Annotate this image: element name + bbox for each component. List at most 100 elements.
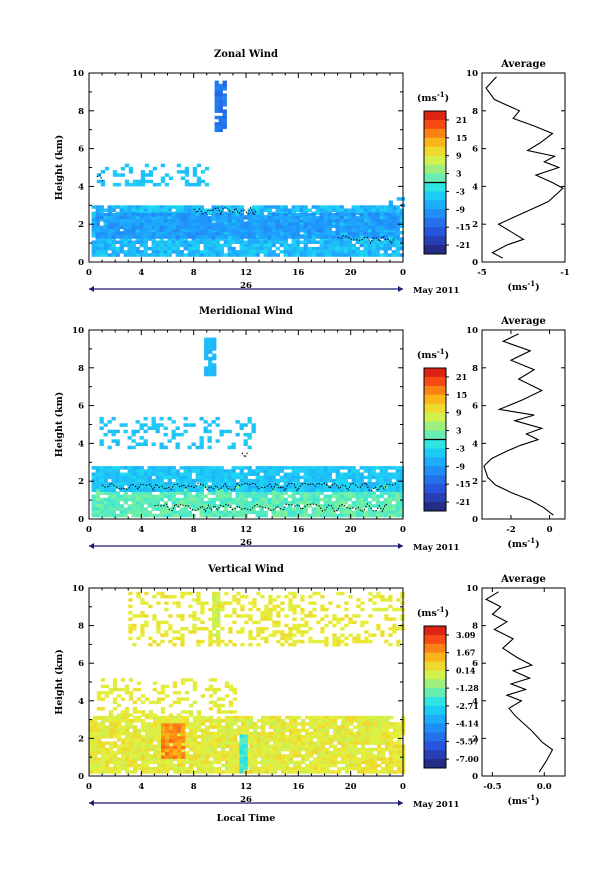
heatmap-cell xyxy=(285,764,289,768)
heatmap-cell xyxy=(260,232,264,236)
heatmap-cell xyxy=(368,469,372,473)
heatmap-cell xyxy=(96,232,100,236)
heatmap-cell xyxy=(344,476,348,480)
heatmap-cell xyxy=(193,729,197,733)
heatmap-cell xyxy=(333,751,337,755)
heatmap-cell xyxy=(96,247,100,251)
heatmap-cell xyxy=(241,719,245,723)
heatmap-cell xyxy=(240,232,244,236)
heatmap-cell xyxy=(260,226,264,230)
heatmap-cell xyxy=(176,479,180,483)
heatmap-cell xyxy=(96,205,100,209)
heatmap-cell xyxy=(180,253,184,256)
heatmap-cell xyxy=(125,732,129,736)
heatmap-cell xyxy=(217,722,221,726)
heatmap-cell xyxy=(132,498,136,502)
heatmap-cell xyxy=(224,469,228,473)
heatmap-cell xyxy=(212,617,216,621)
heatmap-cell xyxy=(305,735,309,739)
heatmap-cell xyxy=(160,507,164,511)
heatmap-cell xyxy=(215,106,219,110)
heatmap-cell xyxy=(276,473,280,477)
heatmap-cell xyxy=(219,116,223,120)
heatmap-cell xyxy=(372,219,376,223)
heatmap-cell xyxy=(340,473,344,477)
heatmap-cell xyxy=(185,180,189,184)
heatmap-cell xyxy=(288,511,292,514)
heatmap-cell xyxy=(285,761,289,765)
heatmap-cell xyxy=(92,498,96,502)
heatmap-cell xyxy=(240,741,244,745)
heatmap-cell xyxy=(189,761,193,765)
heatmap-cell xyxy=(344,253,348,256)
heatmap-cell xyxy=(312,250,316,254)
heatmap-cell xyxy=(264,250,268,254)
heatmap-cell xyxy=(385,757,389,761)
heatmap-cell xyxy=(273,745,277,749)
heatmap-cell xyxy=(165,739,169,743)
colorbar-segment xyxy=(424,183,446,192)
heatmap-cell xyxy=(132,219,136,223)
heatmap-cell xyxy=(192,469,196,473)
heatmap-cell xyxy=(245,719,249,723)
heatmap-cell xyxy=(272,223,276,227)
heatmap-cell xyxy=(333,757,337,761)
heatmap-cell xyxy=(116,466,120,470)
heatmap-cell xyxy=(152,223,156,227)
heatmap-cell xyxy=(160,511,164,514)
heatmap-cell xyxy=(113,764,117,768)
heatmap-cell xyxy=(393,764,397,768)
heatmap-cell xyxy=(325,761,329,765)
heatmap-cell xyxy=(256,469,260,473)
heatmap-cell xyxy=(137,757,141,761)
heatmap-cell xyxy=(261,729,265,733)
panel-title: Zonal Wind xyxy=(214,49,278,60)
heatmap-cell xyxy=(268,250,272,254)
heatmap-cell xyxy=(137,180,141,184)
heatmap-cell xyxy=(276,501,280,505)
heatmap-cell xyxy=(368,219,372,223)
heatmap-cell xyxy=(272,253,276,256)
heatmap-cell xyxy=(380,482,384,486)
heatmap-cell xyxy=(92,212,96,216)
heatmap-cell xyxy=(261,754,265,758)
heatmap-cell xyxy=(121,710,125,714)
heatmap-cell xyxy=(197,710,201,714)
heatmap-cell xyxy=(293,722,297,726)
heatmap-cell xyxy=(173,764,177,768)
heatmap-cell xyxy=(360,219,364,223)
heatmap-cell xyxy=(340,250,344,254)
heatmap-cell xyxy=(248,235,252,239)
heatmap-cell xyxy=(100,209,104,213)
heatmap-cell xyxy=(253,729,257,733)
heatmap-cell xyxy=(304,476,308,480)
heatmap-cell xyxy=(228,223,232,227)
heatmap-cell xyxy=(257,735,261,739)
heatmap-cell xyxy=(268,247,272,251)
colorbar-tick-label: 21 xyxy=(456,372,467,382)
heatmap-cell xyxy=(213,735,217,739)
heatmap-cell xyxy=(172,235,176,239)
heatmap-cell xyxy=(180,235,184,239)
heatmap-cell xyxy=(369,735,373,739)
heatmap-cell xyxy=(257,732,261,736)
heatmap-cell xyxy=(165,183,169,187)
heatmap-cell xyxy=(284,213,288,217)
heatmap-cell xyxy=(132,501,136,505)
heatmap-cell xyxy=(156,235,160,239)
heatmap-cell xyxy=(177,752,181,756)
heatmap-cell xyxy=(132,446,136,450)
heatmap-cell xyxy=(333,738,337,742)
heatmap-cell xyxy=(252,485,256,489)
heatmap-cell xyxy=(133,754,137,758)
heatmap-cell xyxy=(153,719,157,723)
heatmap-cell xyxy=(208,250,212,254)
heatmap-cell xyxy=(272,216,276,220)
heatmap-cell xyxy=(217,707,221,711)
heatmap-cell xyxy=(137,688,141,692)
heatmap-cell xyxy=(204,235,208,239)
heatmap-cell xyxy=(144,205,148,209)
heatmap-cell xyxy=(232,446,236,450)
heatmap-cell xyxy=(223,103,227,107)
heatmap-cell xyxy=(300,511,304,514)
